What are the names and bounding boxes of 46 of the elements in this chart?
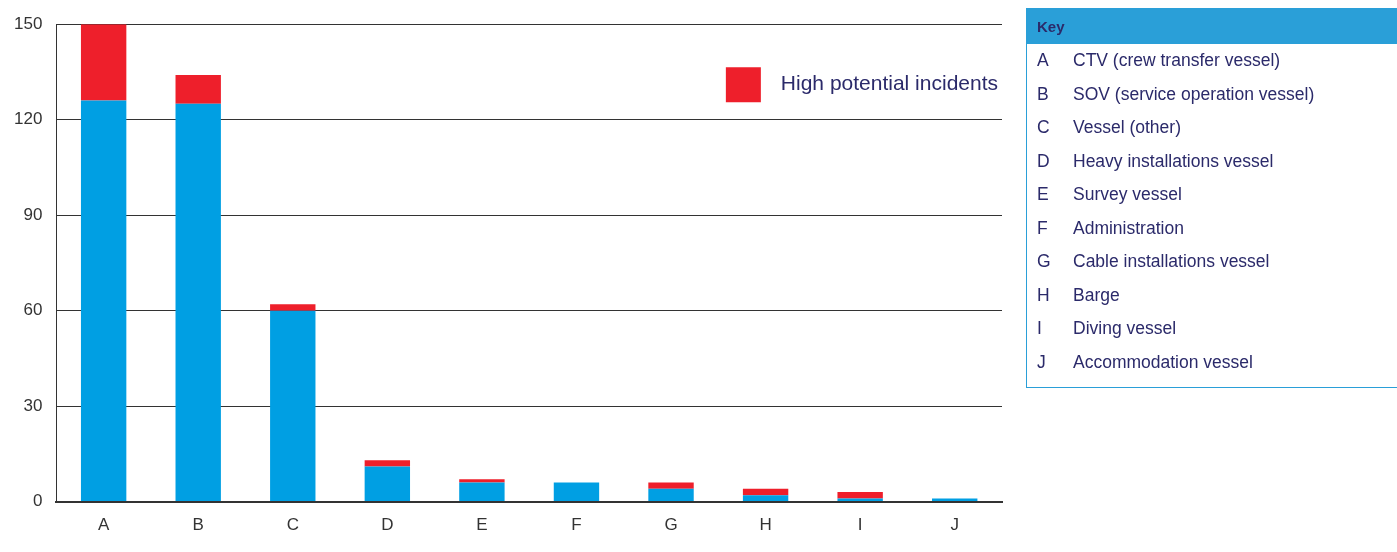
text: H Barge (1037, 284, 1120, 305)
bar (837, 498, 883, 502)
y-tick-label: 30 (23, 395, 43, 415)
text: C Vessel (other) (1037, 117, 1181, 137)
y-tick-label: 60 (23, 300, 43, 320)
bar (175, 103, 221, 502)
bar (648, 482, 694, 489)
x-tick-label: H (759, 515, 772, 535)
text: B SOV (service operation vessel) (1037, 83, 1315, 104)
y-tick-label: 150 (13, 13, 43, 33)
bar (80, 24, 127, 101)
text: E Survey vessel (1037, 184, 1182, 204)
bar (742, 488, 789, 496)
bar (175, 75, 221, 104)
bar (364, 460, 411, 467)
bar (459, 479, 505, 483)
bar (932, 498, 978, 502)
x-tick-label: F (571, 515, 582, 535)
x-tick-label: G (664, 515, 678, 535)
text: G Cable installations vessel (1037, 251, 1270, 271)
x-tick-label: J (950, 515, 959, 535)
bar (837, 492, 883, 499)
x-tick-label: B (192, 515, 204, 535)
x-tick-label: D (381, 515, 394, 535)
y-tick-label: 90 (23, 204, 43, 224)
bar (459, 482, 505, 502)
x-tick-label: E (476, 515, 488, 535)
legend-label: High potential incidents (780, 71, 998, 94)
text: I Diving vessel (1037, 318, 1177, 338)
y-tick-label: 0 (32, 491, 43, 511)
text: Key (1027, 9, 1397, 44)
y-tick-label: 120 (13, 109, 43, 129)
text: F Administration (1037, 217, 1184, 238)
text: J Accommodation vessel (1037, 351, 1253, 372)
bar (364, 466, 411, 502)
x-tick-label: C (286, 515, 299, 535)
x-tick-label: A (97, 515, 110, 535)
bar (270, 310, 316, 502)
bar (553, 482, 600, 502)
text: A CTV (crew transfer vessel) (1037, 50, 1281, 70)
bar (80, 100, 127, 502)
bar (742, 495, 789, 502)
x-tick-label: I (857, 515, 863, 535)
bar (270, 304, 316, 311)
bar (648, 488, 694, 502)
text: D Heavy installations vessel (1037, 150, 1274, 171)
